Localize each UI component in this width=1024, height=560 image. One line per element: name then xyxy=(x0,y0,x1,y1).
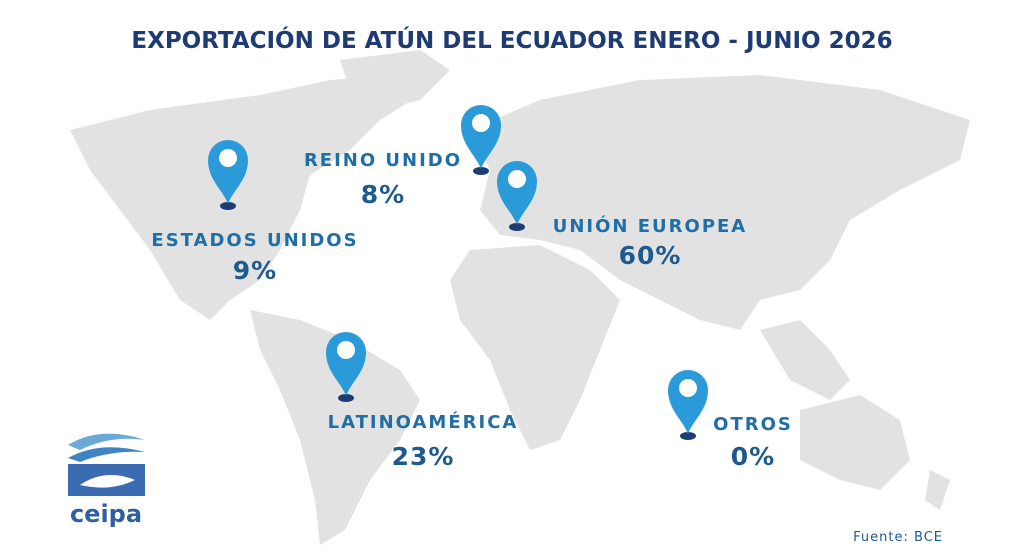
pin xyxy=(668,370,708,434)
pin xyxy=(326,332,366,396)
pin-shadow xyxy=(473,167,489,175)
marker-share: 60% xyxy=(619,241,682,270)
marker-share: 23% xyxy=(392,442,455,471)
pin-hole xyxy=(508,170,526,188)
pin xyxy=(461,105,501,169)
world-map xyxy=(70,50,970,545)
pin xyxy=(208,140,248,204)
marker-name: LATINOAMÉRICA xyxy=(328,411,519,433)
pin-hole xyxy=(219,149,237,167)
pins xyxy=(208,105,708,440)
pin-shadow xyxy=(509,223,525,231)
pin-hole xyxy=(337,341,355,359)
marker-name: ESTADOS UNIDOS xyxy=(151,230,358,251)
pin xyxy=(497,161,537,225)
marker-share: 0% xyxy=(731,442,775,471)
marker-name: OTROS xyxy=(713,414,793,435)
source: Fuente: BCE xyxy=(853,530,943,545)
pin-shadow xyxy=(680,432,696,440)
marker-name: REINO UNIDO xyxy=(304,150,462,171)
marker-share: 9% xyxy=(233,256,277,285)
logo: ceipa xyxy=(68,433,145,528)
pin-hole xyxy=(472,114,490,132)
marker-name: UNIÓN EUROPEA xyxy=(553,215,748,237)
title: EXPORTACIÓN DE ATÚN DEL ECUADOR ENERO - … xyxy=(131,26,892,54)
pin-hole xyxy=(679,379,697,397)
pin-shadow xyxy=(338,394,354,402)
marker-share: 8% xyxy=(361,180,405,209)
logo-text: ceipa xyxy=(70,500,142,528)
pin-shadow xyxy=(220,202,236,210)
